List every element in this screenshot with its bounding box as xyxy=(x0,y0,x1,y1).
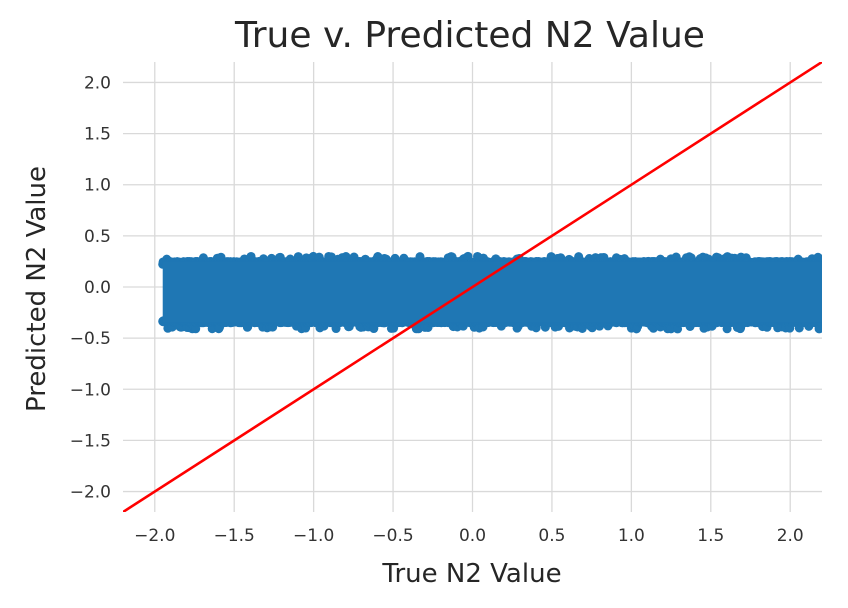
x-tick-label: −1.5 xyxy=(214,526,255,546)
scatter-density-core xyxy=(162,261,822,323)
x-tick-label: −0.5 xyxy=(372,526,413,546)
y-tick-label: 1.0 xyxy=(84,176,111,196)
x-tick-label: −2.0 xyxy=(134,526,175,546)
y-tick-label: −1.5 xyxy=(70,431,111,451)
y-tick-label: 0.0 xyxy=(84,278,111,298)
y-tick-label: −0.5 xyxy=(70,329,111,349)
x-tick-label: 1.5 xyxy=(697,526,724,546)
y-tick-label: −1.0 xyxy=(70,380,111,400)
x-tick-label: −1.0 xyxy=(293,526,334,546)
identity-line xyxy=(123,62,822,512)
x-axis-label: True N2 Value xyxy=(381,559,561,589)
chart-title: True v. Predicted N2 Value xyxy=(234,15,705,56)
y-tick-label: −2.0 xyxy=(70,483,111,503)
y-tick-label: 1.5 xyxy=(84,125,111,145)
x-tick-label: 0.5 xyxy=(538,526,565,546)
x-tick-label: 0.0 xyxy=(459,526,486,546)
y-tick-label: 0.5 xyxy=(84,227,111,247)
x-tick-label: 2.0 xyxy=(777,526,804,546)
y-axis-label: Predicted N2 Value xyxy=(22,166,52,412)
tick-labels: −2.0 −1.5 −1.0 −0.5 0.0 0.5 1.0 1.5 2.0 −2.0 −1.5 −… xyxy=(70,73,804,546)
scatter-series xyxy=(158,251,822,334)
y-tick-label: 2.0 xyxy=(84,73,111,93)
plot-area xyxy=(123,62,822,512)
x-tick-label: 1.0 xyxy=(618,526,645,546)
